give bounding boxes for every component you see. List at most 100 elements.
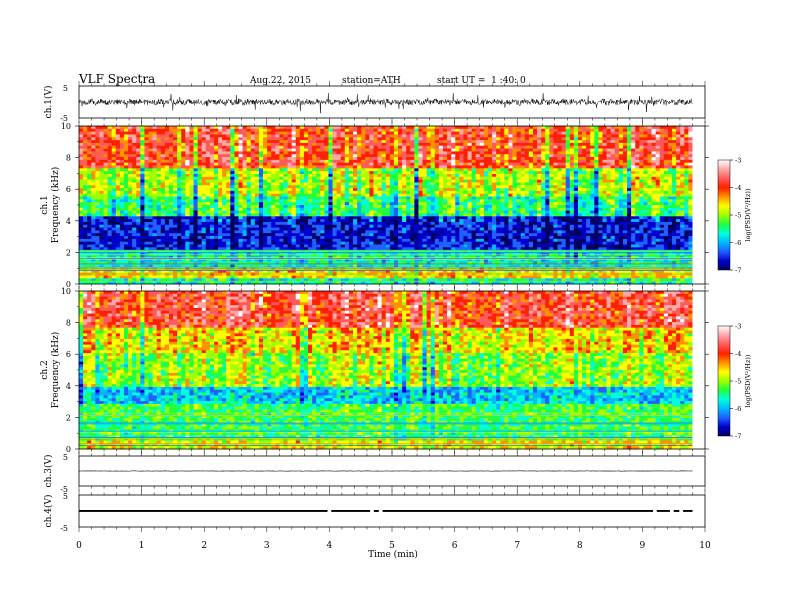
- spectrogram-cell: [87, 145, 92, 149]
- spectrogram-cell: [267, 210, 272, 214]
- spectrogram-cell: [205, 165, 211, 169]
- spectrogram-cell: [254, 269, 260, 274]
- spectrogram-cell: [156, 182, 162, 186]
- spectrogram-cell: [344, 190, 350, 195]
- spectrogram-cell: [389, 213, 395, 217]
- spectrogram-cell: [209, 255, 215, 259]
- spectrogram-cell: [132, 224, 137, 228]
- spectrogram-cell: [115, 244, 121, 248]
- spectrogram-cell: [189, 221, 194, 226]
- spectrogram-cell: [381, 179, 387, 183]
- spectrogram-cell: [438, 154, 444, 158]
- spectrogram-cell: [152, 230, 158, 234]
- spectrogram-cell: [156, 159, 162, 164]
- spectrogram-cell: [279, 213, 284, 217]
- spectrogram-cell: [299, 173, 305, 178]
- spectrogram-cell: [303, 128, 309, 132]
- spectrogram-cell: [385, 230, 391, 234]
- spectrogram-cell: [353, 199, 358, 203]
- spectrogram-cell: [332, 193, 338, 197]
- spectrogram-cell: [389, 190, 395, 195]
- spectrogram-cell: [177, 171, 182, 175]
- spectrogram-cell: [250, 202, 256, 206]
- spectrogram-cell: [87, 173, 92, 178]
- spectrogram-cell: [226, 199, 231, 203]
- spectrogram-cell: [406, 142, 411, 147]
- spectrogram-cell: [123, 145, 129, 149]
- spectrogram-cell: [295, 221, 301, 226]
- spectrogram-cell: [357, 224, 362, 228]
- spectrogram-cell: [381, 264, 387, 268]
- spectrogram-cell: [181, 179, 186, 183]
- spectrogram-cell: [111, 205, 117, 209]
- spectrogram-cell: [160, 247, 166, 251]
- spectrogram-cell: [123, 190, 129, 195]
- spectrogram-cell: [173, 134, 178, 138]
- spectrogram-cell: [291, 275, 297, 279]
- spectrogram-cell: [365, 159, 370, 164]
- spectrogram-cell: [357, 244, 362, 248]
- spectrogram-cell: [303, 278, 309, 282]
- spectrogram-cell: [336, 196, 342, 200]
- spectrogram-cell: [140, 269, 145, 274]
- spectrogram-cell: [320, 210, 325, 214]
- spectrogram-cell: [230, 210, 235, 214]
- spectrogram-cell: [181, 236, 186, 240]
- spectrogram-cell: [303, 179, 309, 183]
- spectrogram-cell: [193, 145, 198, 149]
- spectrogram-cell: [230, 188, 235, 192]
- spectrogram-cell: [201, 126, 207, 130]
- spectrogram-cell: [263, 154, 268, 158]
- spectrogram-cell: [279, 148, 284, 152]
- spectrogram-cell: [348, 131, 354, 135]
- spectrogram-cell: [369, 131, 374, 135]
- spectrogram-cell: [410, 247, 415, 251]
- spectrogram-cell: [271, 140, 276, 144]
- spectrogram-cell: [242, 176, 248, 180]
- spectrogram-cell: [148, 199, 153, 203]
- spectrogram-cell: [365, 185, 370, 189]
- spectrogram-cell: [422, 247, 427, 251]
- spectrogram-cell: [242, 227, 248, 231]
- spectrogram-cell: [328, 241, 333, 245]
- spectrogram-cell: [377, 216, 382, 220]
- spectrogram-cell: [168, 255, 174, 259]
- spectrogram-cell: [148, 185, 153, 189]
- spectrogram-cell: [83, 134, 88, 138]
- spectrogram-cell: [287, 230, 293, 234]
- spectrogram-cell: [348, 205, 354, 209]
- spectrogram-cell: [238, 179, 243, 183]
- spectrogram-cell: [156, 258, 162, 262]
- spectrogram-cell: [258, 216, 264, 220]
- spectrogram-cell: [263, 213, 268, 217]
- spectrogram-cell: [385, 199, 391, 203]
- spectrogram-cell: [99, 168, 104, 172]
- spectrogram-cell: [111, 238, 117, 243]
- spectrogram-cell: [181, 207, 186, 211]
- spectrogram-cell: [328, 134, 333, 138]
- spectrogram-cell: [87, 165, 92, 169]
- spectrogram-cell: [107, 236, 113, 240]
- spectrogram-cell: [357, 154, 362, 158]
- spectrogram-cell: [238, 168, 243, 172]
- spectrogram-cell: [148, 134, 153, 138]
- spectrogram-cell: [181, 162, 186, 166]
- spectrogram-cell: [222, 255, 227, 259]
- spectrogram-cell: [173, 199, 178, 203]
- spectrogram-cell: [287, 255, 293, 259]
- spectrogram-cell: [111, 224, 117, 228]
- spectrogram-cell: [152, 247, 158, 251]
- spectrogram-cell: [181, 269, 186, 274]
- spectrogram-cell: [377, 202, 382, 206]
- spectrogram-cell: [177, 142, 182, 147]
- spectrogram-cell: [156, 142, 162, 147]
- spectrogram-cell: [238, 275, 243, 279]
- spectrogram-cell: [410, 148, 415, 152]
- spectrogram-cell: [185, 142, 190, 147]
- spectrogram-cell: [381, 193, 387, 197]
- spectrogram-cell: [426, 207, 432, 211]
- spectrogram-cell: [291, 196, 297, 200]
- spectrogram-cell: [164, 182, 170, 186]
- spectrogram-cell: [377, 219, 382, 223]
- spectrogram-cell: [99, 128, 104, 132]
